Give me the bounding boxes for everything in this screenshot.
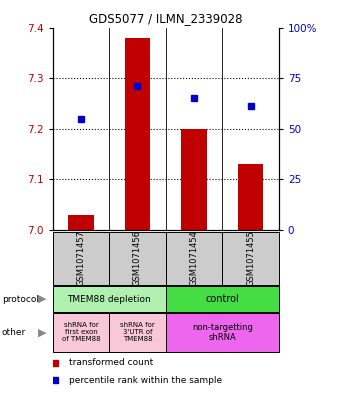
Text: shRNA for
first exon
of TMEM88: shRNA for first exon of TMEM88 [62, 323, 100, 342]
Bar [238, 164, 263, 230]
Bar [181, 129, 207, 230]
Text: shRNA for
3'UTR of
TMEM88: shRNA for 3'UTR of TMEM88 [120, 323, 155, 342]
Text: non-targetting
shRNA: non-targetting shRNA [192, 323, 253, 342]
Bar [125, 38, 150, 230]
Text: GSM1071454: GSM1071454 [189, 230, 199, 286]
Text: GSM1071455: GSM1071455 [246, 230, 255, 286]
Title: GDS5077 / ILMN_2339028: GDS5077 / ILMN_2339028 [89, 12, 242, 25]
Text: TMEM88 depletion: TMEM88 depletion [67, 295, 151, 303]
Text: control: control [205, 294, 239, 304]
Text: ▶: ▶ [38, 327, 47, 338]
Text: other: other [2, 328, 26, 337]
Bar [166, 313, 279, 352]
Bar [53, 313, 109, 352]
Bar [53, 286, 166, 312]
Text: protocol: protocol [2, 295, 39, 303]
Bar [53, 232, 109, 285]
Text: GSM1071457: GSM1071457 [76, 230, 85, 286]
Bar [166, 232, 222, 285]
Text: percentile rank within the sample: percentile rank within the sample [69, 376, 222, 385]
Text: ▶: ▶ [38, 294, 47, 304]
Bar [222, 232, 279, 285]
Text: GSM1071456: GSM1071456 [133, 230, 142, 286]
Bar [68, 215, 94, 230]
Bar [109, 313, 166, 352]
Text: transformed count: transformed count [69, 358, 153, 367]
Bar [109, 232, 166, 285]
Bar [166, 286, 279, 312]
